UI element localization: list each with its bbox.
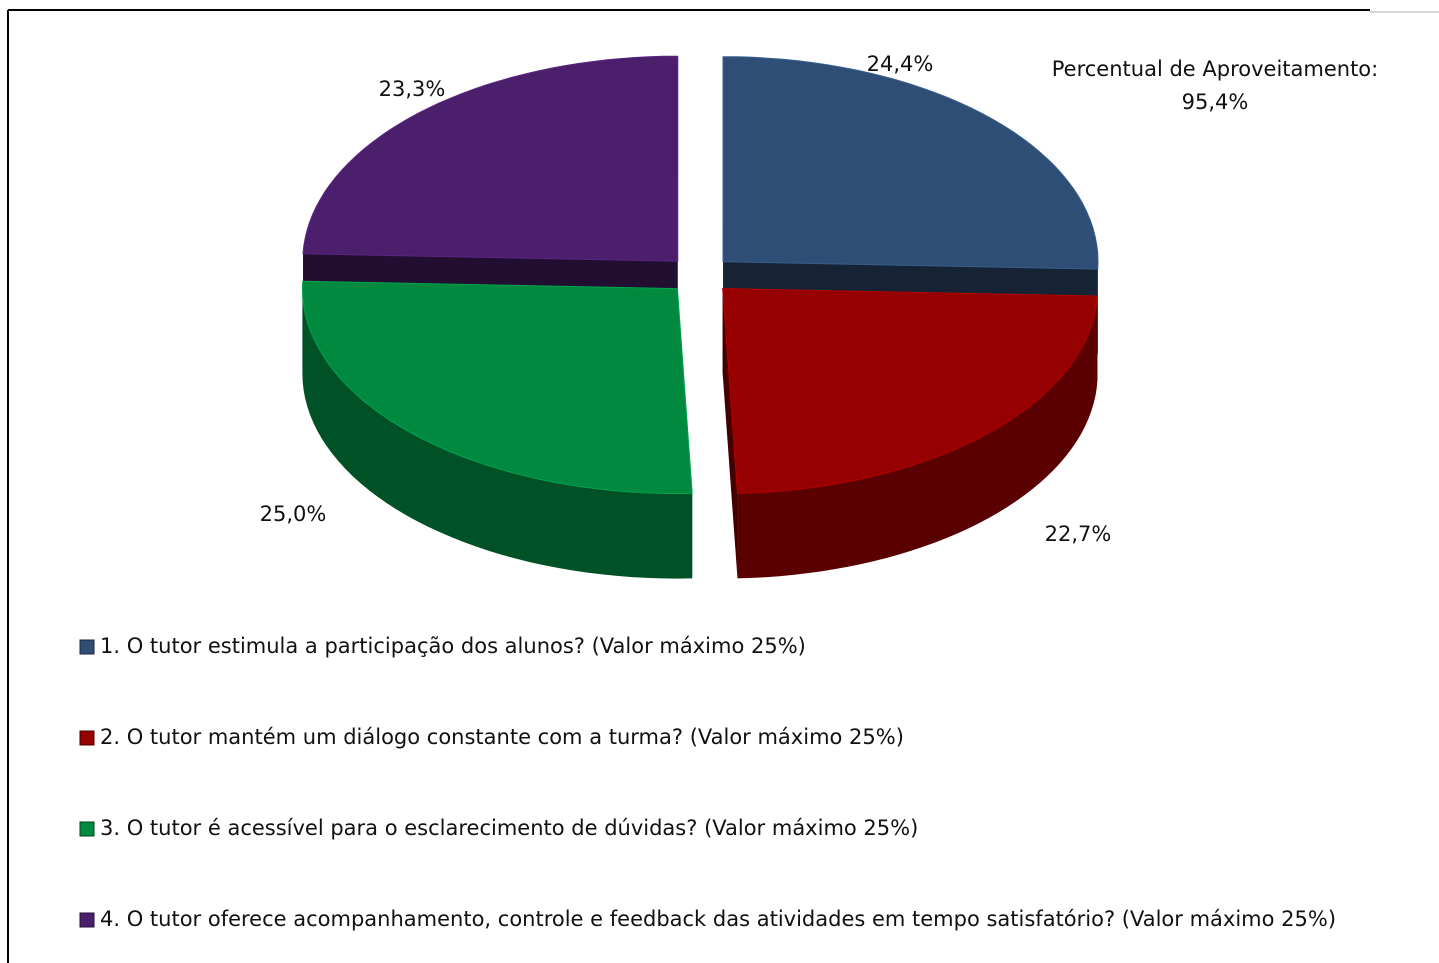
data-label: 24,4% (867, 52, 934, 76)
data-label: 22,7% (1045, 522, 1112, 546)
annotation: 95,4% (1182, 90, 1249, 114)
annotation: Percentual de Aproveitamento: (1052, 57, 1378, 81)
slice (302, 55, 679, 262)
slice (301, 280, 693, 495)
data-label: 23,3% (379, 77, 446, 101)
slice (722, 56, 1099, 270)
legend-swatch (79, 912, 95, 928)
data-label: 25,0% (260, 502, 327, 526)
slice-wall (302, 288, 693, 579)
legend-swatch (79, 639, 95, 655)
legend-swatch (79, 730, 95, 746)
legend-label: 4. O tutor oferece acompanhamento, contr… (100, 907, 1336, 931)
legend-swatch (79, 821, 95, 837)
slice-wall (737, 296, 1098, 579)
slice (722, 288, 1098, 494)
legend-label: 1. O tutor estimula a participação dos a… (100, 634, 806, 658)
slice-side (722, 288, 738, 579)
legend-label: 2. O tutor mantém um diálogo constante c… (100, 725, 904, 749)
legend-label: 3. O tutor é acessível para o esclarecim… (100, 816, 918, 840)
